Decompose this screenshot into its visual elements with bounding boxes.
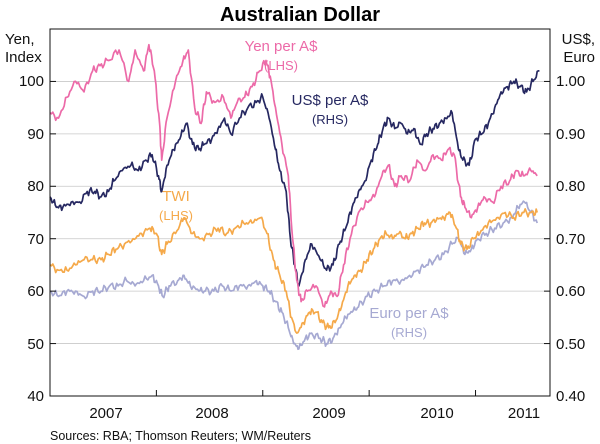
- tick-marks: [50, 80, 550, 397]
- left-tick-label: 70: [27, 231, 44, 248]
- x-tick-labels: 2007 2008 2009 2010 2011: [89, 405, 540, 422]
- right-tick-label: 0.80: [556, 178, 585, 195]
- right-tick-label: 0.70: [556, 231, 585, 248]
- left-tick-label: 50: [27, 336, 44, 353]
- right-tick-label: 0.40: [556, 388, 585, 405]
- x-tick-label: 2007: [89, 405, 122, 422]
- series-labels: Yen per A$ (LHS) US$ per A$ (RHS) TWI (L…: [159, 38, 449, 340]
- right-tick-labels: 0.40 0.50 0.60 0.70 0.80 0.90 1.00: [556, 73, 585, 405]
- series-lines: [49, 43, 540, 351]
- x-tick-label: 2010: [420, 405, 453, 422]
- left-tick-label: 40: [27, 388, 44, 405]
- right-tick-label: 0.90: [556, 126, 585, 143]
- x-tick-label: 2009: [312, 405, 345, 422]
- usd-series-label: US$ per A$: [292, 92, 369, 109]
- right-tick-label: 0.50: [556, 336, 585, 353]
- x-tick-label: 2011: [508, 405, 540, 422]
- left-tick-label: 90: [27, 126, 44, 143]
- left-tick-label: 100: [19, 73, 44, 90]
- plot-frame: [49, 28, 551, 397]
- yen-series-sublabel: (LHS): [264, 58, 298, 73]
- right-tick-label: 0.60: [556, 283, 585, 300]
- yen-per-a-line: [49, 43, 538, 308]
- right-tick-label: 1.00: [556, 73, 585, 90]
- twi-series-sublabel: (LHS): [159, 208, 193, 223]
- euro-series-sublabel: (RHS): [391, 325, 427, 340]
- yen-series-label: Yen per A$: [245, 38, 319, 55]
- left-axis-label-line1: Yen,: [5, 31, 34, 48]
- right-axis-label-line2: Euro: [563, 49, 595, 66]
- twi-series-label: TWI: [162, 188, 190, 205]
- right-axis-label-line1: US$,: [562, 31, 595, 48]
- twi-line: [49, 208, 539, 334]
- source-note: Sources: RBA; Thomson Reuters; WM/Reuter…: [50, 429, 311, 443]
- euro-series-label: Euro per A$: [369, 305, 449, 322]
- chart-title: Australian Dollar: [220, 4, 380, 26]
- euro-per-a-line: [49, 200, 539, 351]
- left-tick-labels: 40 50 60 70 80 90 100: [19, 73, 44, 405]
- x-tick-label: 2008: [195, 405, 228, 422]
- left-axis-label-line2: Index: [5, 49, 42, 66]
- left-tick-label: 60: [27, 283, 44, 300]
- usd-series-sublabel: (RHS): [312, 112, 348, 127]
- left-tick-label: 80: [27, 178, 44, 195]
